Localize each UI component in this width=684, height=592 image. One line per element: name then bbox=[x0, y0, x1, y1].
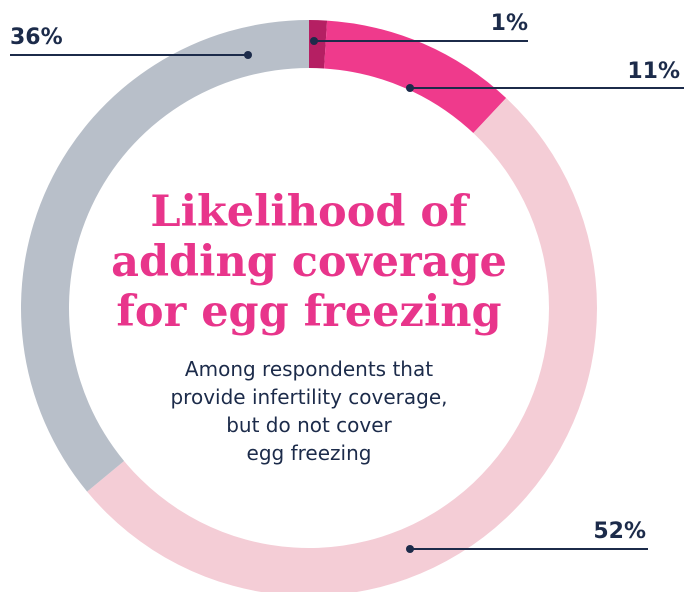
donut-slice-36pct bbox=[21, 20, 309, 492]
subtitle-line-2: provide infertility coverage, bbox=[170, 385, 447, 409]
slice-label-1pct: 1% bbox=[491, 11, 528, 36]
subtitle-line-4: egg freezing bbox=[247, 441, 372, 465]
title-line-3: for egg freezing bbox=[116, 287, 501, 337]
donut-slice-1pct bbox=[309, 20, 328, 69]
slice-label-36pct: 36% bbox=[10, 25, 63, 50]
leader-dot bbox=[244, 51, 252, 59]
callout-1pct: 1% bbox=[310, 11, 528, 45]
leader-dot bbox=[310, 37, 318, 45]
title-line-1: Likelihood of bbox=[150, 187, 470, 237]
title-line-2: adding coverage bbox=[111, 237, 507, 287]
donut-slice-11pct bbox=[324, 20, 507, 134]
center-title: Likelihood of adding coverage for egg fr… bbox=[111, 187, 507, 337]
slice-label-11pct: 11% bbox=[627, 59, 680, 84]
callout-36pct: 36% bbox=[10, 25, 252, 59]
leader-dot bbox=[406, 545, 414, 553]
donut-slices bbox=[21, 20, 597, 592]
callout-52pct: 52% bbox=[406, 519, 648, 553]
slice-label-52pct: 52% bbox=[593, 519, 646, 544]
donut-slice-52pct bbox=[87, 98, 597, 592]
leader-dot bbox=[406, 84, 414, 92]
center-subtitle: Among respondents that provide infertili… bbox=[170, 357, 447, 465]
callout-11pct: 11% bbox=[406, 59, 684, 92]
subtitle-line-3: but do not cover bbox=[226, 413, 392, 437]
subtitle-line-1: Among respondents that bbox=[185, 357, 433, 381]
